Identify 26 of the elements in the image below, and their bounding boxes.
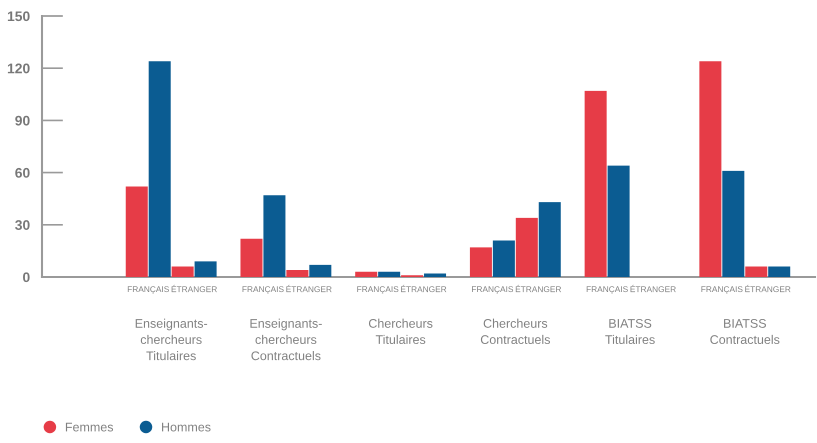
text: BIATSS Titulaires: [605, 318, 655, 344]
y-tick-label: 120: [8, 64, 30, 74]
x-tick-label: ÉTRANGER: [516, 284, 562, 292]
text: Enseignants- chercheurs Contractuels: [250, 318, 322, 360]
x-tick-label: ÉTRANGER: [630, 284, 676, 292]
text: BIATSS Contractuels: [710, 318, 780, 344]
y-tick-label: 0: [23, 272, 30, 282]
x-tick-label: FRANÇAIS: [472, 286, 514, 294]
text: Enseignants- chercheurs Titulaires: [136, 318, 208, 360]
x-tick-label: FRANÇAIS: [701, 286, 743, 294]
x-tick-label: ÉTRANGER: [401, 284, 446, 292]
legend-label: Hommes: [162, 422, 211, 432]
x-tick-label: ÉTRANGER: [286, 284, 332, 292]
x-tick-label: FRANÇAIS: [128, 286, 169, 294]
x-tick-label: FRANÇAIS: [357, 286, 398, 294]
legend-label: Femmes: [66, 422, 114, 432]
y-tick-label: 60: [15, 168, 30, 178]
x-tick-label: FRANÇAIS: [586, 286, 628, 294]
x-tick-label: ÉTRANGER: [172, 284, 217, 292]
y-tick-label: 150: [8, 11, 30, 22]
y-tick-label: 30: [15, 220, 30, 230]
y-tick-label: 90: [15, 116, 30, 126]
text: Chercheurs Contractuels: [480, 318, 550, 344]
x-tick-label: ÉTRANGER: [745, 284, 790, 292]
x-tick-label: FRANÇAIS: [242, 286, 284, 294]
text: Chercheurs Titulaires: [368, 318, 432, 344]
